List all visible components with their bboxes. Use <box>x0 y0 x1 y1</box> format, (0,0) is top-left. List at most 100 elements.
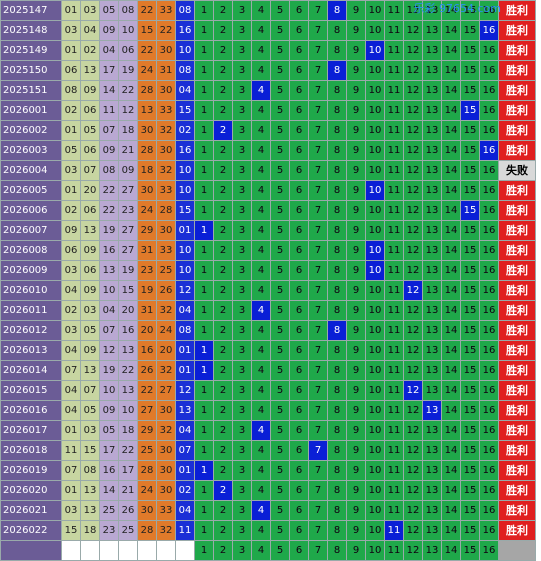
trend-cell: 6 <box>289 320 309 341</box>
red-number-cell: 31 <box>156 60 176 81</box>
red-number-cell: 09 <box>61 220 81 241</box>
red-number-cell: 05 <box>99 420 119 441</box>
trend-cell: 5 <box>270 220 290 241</box>
trend-cell: 7 <box>308 160 328 181</box>
red-number-cell: 13 <box>118 340 138 361</box>
trend-cell: 14 <box>441 400 461 421</box>
period-cell: 2026017 <box>0 420 62 441</box>
trend-cell: 1 <box>194 60 214 81</box>
red-number-cell: 11 <box>99 100 119 121</box>
red-number-cell: 06 <box>80 140 100 161</box>
red-number-cell: 30 <box>156 220 176 241</box>
trend-cell: 12 <box>403 40 423 61</box>
trend-cell: 7 <box>308 280 328 301</box>
red-number-cell: 25 <box>118 520 138 541</box>
trend-cell: 4 <box>251 40 271 61</box>
trend-cell: 15 <box>460 500 480 521</box>
hit-cell: 1 <box>194 220 214 241</box>
trend-cell: 14 <box>441 460 461 481</box>
trend-cell: 15 <box>460 360 480 381</box>
trend-cell: 1 <box>194 200 214 221</box>
trend-cell: 15 <box>460 320 480 341</box>
trend-cell: 11 <box>384 120 404 141</box>
trend-cell: 16 <box>479 400 499 421</box>
trend-cell: 14 <box>441 340 461 361</box>
trend-cell: 7 <box>308 20 328 41</box>
hit-cell: 2 <box>213 120 233 141</box>
table-row: 2025147 01 03 05 08 22 33 08 1 2 3 4 5 6 7 8 9 10 11 12 13 14… <box>0 0 536 21</box>
blue-number-cell <box>175 540 195 561</box>
hit-cell: 8 <box>327 0 347 21</box>
red-number-cell: 22 <box>99 200 119 221</box>
red-number-cell: 22 <box>118 80 138 101</box>
red-number-cell: 30 <box>156 440 176 461</box>
red-number-cell: 08 <box>118 0 138 21</box>
hit-cell: 10 <box>365 180 385 201</box>
trend-cell: 10 <box>365 520 385 541</box>
red-number-cell: 03 <box>61 20 81 41</box>
result-badge: 胜利 <box>498 40 536 61</box>
trend-cell: 12 <box>403 140 423 161</box>
trend-cell: 7 <box>308 200 328 221</box>
hit-cell: 1 <box>194 360 214 381</box>
trend-cell: 6 <box>289 300 309 321</box>
trend-cell: 13 <box>422 480 442 501</box>
result-badge: 胜利 <box>498 280 536 301</box>
trend-cell: 4 <box>251 260 271 281</box>
red-number-cell: 06 <box>61 240 81 261</box>
red-number-cell: 28 <box>156 200 176 221</box>
trend-cell: 4 <box>251 160 271 181</box>
trend-cell: 9 <box>346 480 366 501</box>
trend-cell: 3 <box>232 380 252 401</box>
red-number-cell: 05 <box>99 0 119 21</box>
trend-cell: 8 <box>327 100 347 121</box>
trend-cell: 3 <box>232 500 252 521</box>
trend-cell: 3 <box>232 440 252 461</box>
trend-cell: 10 <box>365 500 385 521</box>
trend-cell: 11 <box>384 300 404 321</box>
blue-number-cell: 08 <box>175 320 195 341</box>
table-row: 2026018 11 15 17 22 25 30 07 1 2 3 4 5 6 7 8 9 10 11 12 13 14… <box>0 440 536 461</box>
trend-cell: 8 <box>327 380 347 401</box>
trend-cell: 9 <box>346 340 366 361</box>
red-number-cell: 08 <box>99 160 119 181</box>
hit-cell: 4 <box>251 500 271 521</box>
trend-cell: 5 <box>270 480 290 501</box>
table-row: 2026016 04 05 09 10 27 30 13 1 2 3 4 5 6 7 8 9 10 11 12 13 14… <box>0 400 536 421</box>
trend-cell: 14 <box>441 500 461 521</box>
result-badge <box>498 540 536 561</box>
trend-cell: 7 <box>308 260 328 281</box>
trend-cell: 7 <box>308 140 328 161</box>
table-row: 2026001 02 06 11 12 13 33 15 1 2 3 4 5 6 7 8 9 10 11 12 13 14… <box>0 100 536 121</box>
trend-cell: 15 <box>460 340 480 361</box>
hit-cell: 4 <box>251 420 271 441</box>
trend-cell: 2 <box>213 180 233 201</box>
table-row: 2026003 05 06 09 21 28 30 16 1 2 3 4 5 6 7 8 9 10 11 12 13 14… <box>0 140 536 161</box>
table-row: 2026013 04 09 12 13 16 20 01 1 2 3 4 5 6 7 8 9 10 11 12 13 14… <box>0 340 536 361</box>
trend-cell: 13 <box>422 0 442 21</box>
trend-cell: 5 <box>270 500 290 521</box>
trend-cell: 12 <box>403 540 423 561</box>
red-number-cell: 01 <box>61 40 81 61</box>
trend-cell: 9 <box>346 140 366 161</box>
red-number-cell: 11 <box>61 440 81 461</box>
trend-cell: 16 <box>479 320 499 341</box>
trend-cell: 7 <box>308 120 328 141</box>
blue-number-cell: 10 <box>175 160 195 181</box>
red-number-cell: 13 <box>80 500 100 521</box>
trend-cell: 4 <box>251 240 271 261</box>
trend-cell: 5 <box>270 320 290 341</box>
red-number-cell: 30 <box>156 140 176 161</box>
trend-cell: 1 <box>194 40 214 61</box>
red-number-cell: 04 <box>61 340 81 361</box>
red-number-cell: 08 <box>61 80 81 101</box>
trend-cell: 5 <box>270 0 290 21</box>
trend-cell: 11 <box>384 460 404 481</box>
red-number-cell: 07 <box>80 160 100 181</box>
trend-cell: 7 <box>308 80 328 101</box>
red-number-cell: 10 <box>118 400 138 421</box>
trend-cell: 3 <box>232 0 252 21</box>
trend-cell: 5 <box>270 360 290 381</box>
blue-number-cell: 15 <box>175 100 195 121</box>
trend-cell: 3 <box>232 240 252 261</box>
